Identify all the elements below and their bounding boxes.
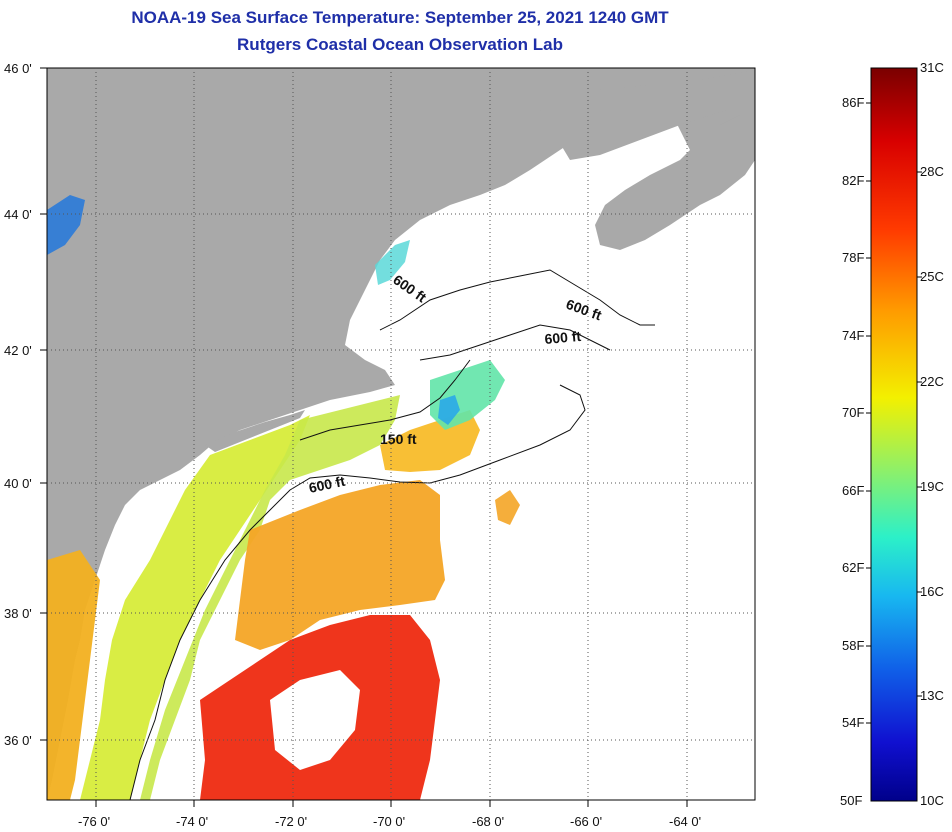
land-mainland — [47, 68, 755, 800]
sst-shelf-green — [140, 395, 400, 800]
colorbar-label-70f: 70F — [842, 405, 865, 420]
colorbar-label-31c: 31C — [920, 60, 944, 75]
lat-label-46: 46 0' — [4, 61, 32, 76]
colorbar-label-22c: 22C — [920, 374, 944, 389]
colorbar-label-10c: 10C — [920, 793, 944, 808]
colorbar-label-66f: 66F — [842, 483, 865, 498]
lat-label-40: 40 0' — [4, 476, 32, 491]
land-long-island — [205, 410, 305, 452]
map-border — [46, 67, 756, 801]
lon-label-76: -76 0' — [78, 814, 110, 829]
contour-150ft-georges — [299, 359, 471, 441]
depth-label-600ft-south: 600 ft — [307, 473, 346, 496]
land-nova-scotia — [595, 110, 755, 250]
map-title: NOAA-19 Sea Surface Temperature: Septemb… — [131, 8, 669, 27]
colorbar-label-74f: 74F — [842, 328, 865, 343]
colorbar-label-19c: 19C — [920, 479, 944, 494]
sst-georges-bank-blue — [438, 395, 460, 425]
colorbar — [870, 67, 918, 802]
colorbar-label-16c: 16C — [920, 584, 944, 599]
colorbar-ticks — [866, 102, 922, 724]
land-new-brunswick — [540, 70, 755, 160]
lon-label-68: -68 0' — [472, 814, 504, 829]
colorbar-label-28c: 28C — [920, 164, 944, 179]
colorbar-label-13c: 13C — [920, 688, 944, 703]
colorbar-label-58f: 58F — [842, 638, 865, 653]
lon-label-72: -72 0' — [275, 814, 307, 829]
sst-bay-orange — [47, 550, 100, 800]
lat-label-38: 38 0' — [4, 606, 32, 621]
contour-600ft-gulf-of-maine — [379, 269, 655, 361]
lat-label-42: 42 0' — [4, 343, 32, 358]
contour-600ft-south — [129, 384, 586, 800]
lon-label-64: -64 0' — [669, 814, 701, 829]
sst-maine-cyan — [375, 240, 410, 285]
colorbar-label-54f: 54F — [842, 715, 865, 730]
lon-label-74: -74 0' — [176, 814, 208, 829]
colorbar-label-25c: 25C — [920, 269, 944, 284]
colorbar-label-86f: 86F — [842, 95, 865, 110]
lon-label-66: -66 0' — [570, 814, 602, 829]
colorbar-label-50f: 50F — [840, 793, 863, 808]
colorbar-label-62f: 62F — [842, 560, 865, 575]
sst-offshore-orange — [235, 480, 445, 650]
colorbar-label-82f: 82F — [842, 173, 865, 188]
sst-offshore-patch — [495, 490, 520, 525]
colorbar-label-78f: 78F — [842, 250, 865, 265]
sst-lake-blue — [47, 195, 85, 255]
map-subtitle: Rutgers Coastal Ocean Observation Lab — [237, 35, 563, 54]
depth-label-150ft: 150 ft — [380, 431, 417, 447]
depth-label-600ft-ne-channel: 600 ft — [544, 328, 582, 347]
tick-marks — [40, 67, 688, 807]
lon-label-70: -70 0' — [373, 814, 405, 829]
lat-label-44: 44 0' — [4, 207, 32, 222]
lat-label-36: 36 0' — [4, 733, 32, 748]
sst-nearshore-yellow — [80, 415, 310, 800]
